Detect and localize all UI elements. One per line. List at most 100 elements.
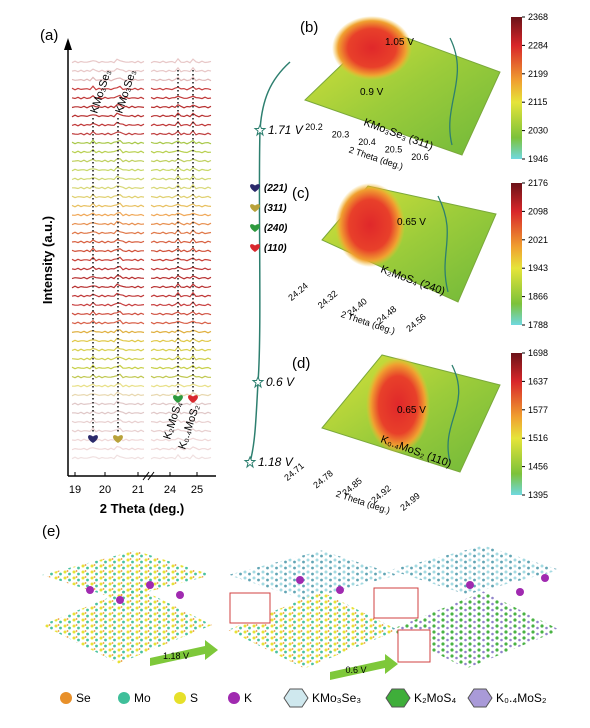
legend-label: K₂MoS₄ — [414, 691, 456, 705]
spectrum — [150, 220, 212, 226]
legend-polyhedron — [385, 688, 411, 708]
colorbar-label: 2021 — [528, 235, 548, 245]
legend-label: KMo₃Se₃ — [312, 691, 361, 705]
spectrum — [71, 67, 145, 73]
spectrum — [71, 337, 145, 343]
k-ion — [336, 586, 344, 594]
spectrum — [150, 139, 212, 145]
colorbar-label: 2199 — [528, 69, 548, 79]
panel-label: (a) — [40, 27, 58, 44]
spectrum — [71, 382, 145, 388]
colorbar-label: 2030 — [528, 126, 548, 136]
spectrum — [150, 345, 212, 352]
panel-label: (b) — [300, 19, 318, 36]
spectrum — [150, 445, 212, 451]
spectrum — [71, 158, 145, 163]
spectrum — [71, 274, 145, 280]
lattice-top — [42, 550, 212, 600]
spectrum — [71, 76, 145, 82]
voltage-note: 1.05 V — [385, 37, 414, 48]
spectrum — [71, 85, 145, 91]
legend-label: (110) — [264, 243, 287, 254]
spectrum — [150, 282, 212, 289]
x-tick-label: 25 — [191, 484, 203, 496]
spectrum — [71, 427, 145, 433]
colorbar-label: 1698 — [528, 348, 548, 358]
heart — [88, 435, 98, 443]
spectrum — [71, 445, 145, 451]
spectrum — [71, 418, 145, 424]
spectrum — [71, 283, 145, 289]
k-ion — [116, 596, 124, 604]
spectrum — [150, 66, 212, 73]
star — [251, 375, 265, 389]
spectrum — [150, 300, 212, 307]
axis-tick-label: 24.78 — [311, 468, 335, 490]
panel-e: (e) 1.18 V 0.6 V Se Mo S K KMo₃Se₃ K₂MoS₄ K₀.₄MoS… — [42, 523, 560, 708]
peak — [366, 357, 430, 453]
spectrum — [71, 329, 145, 334]
voltage-curve — [249, 61, 291, 463]
spectrum — [71, 58, 145, 64]
spectrum — [150, 453, 212, 460]
k-ion — [86, 586, 94, 594]
voltage-label: 1.71 V — [268, 123, 304, 137]
colorbar — [511, 17, 522, 159]
legend-label: Se — [76, 691, 91, 705]
lattice-bottom — [390, 591, 560, 669]
legend-atom — [228, 692, 240, 704]
spectrum — [71, 364, 145, 370]
spectrum — [150, 354, 212, 361]
spectrum — [71, 185, 145, 190]
legend-label: K — [244, 691, 252, 705]
spectrum — [150, 274, 212, 280]
spectrum — [150, 320, 212, 325]
spectrum — [71, 247, 144, 253]
spectrum — [71, 400, 145, 406]
spectrum — [71, 265, 145, 271]
spectrum — [71, 454, 145, 460]
spectrum — [150, 149, 212, 154]
spectrum — [150, 257, 212, 262]
spectrum — [71, 130, 145, 136]
axis-tick-label: 24.99 — [398, 491, 422, 513]
spectrum — [71, 211, 145, 217]
spectrum — [71, 104, 145, 109]
axis-tick-label: 20.3 — [332, 130, 350, 140]
spectrum — [150, 228, 212, 235]
spectrum — [150, 437, 212, 442]
contour — [447, 364, 460, 463]
colorbar-label: 1456 — [528, 462, 548, 472]
voltage-label: 0.6 V — [266, 375, 295, 389]
spectrum — [150, 76, 212, 82]
legend-label: (311) — [264, 203, 287, 214]
spectrum — [71, 112, 145, 118]
colorbar-label: 2098 — [528, 206, 548, 216]
legend-polyhedron — [467, 688, 493, 708]
axis-tick-label: 20.4 — [358, 137, 376, 147]
legend-label: Mo — [134, 691, 151, 705]
colorbar-label: 1395 — [528, 490, 548, 500]
spectrum — [150, 408, 212, 415]
axis-break — [142, 471, 155, 481]
spectrum — [71, 139, 145, 145]
legend-label: S — [190, 691, 198, 705]
x-tick-label: 21 — [132, 484, 144, 496]
spectrum — [150, 383, 212, 388]
voltage-note: 0.65 V — [397, 405, 426, 416]
spectrum — [71, 310, 145, 316]
spectrum — [150, 193, 212, 199]
panel-label: (d) — [292, 355, 310, 372]
legend-atom — [60, 692, 72, 704]
spectrum — [150, 291, 212, 298]
heart — [113, 435, 123, 443]
phase-label: KMo₃Se₃ — [88, 68, 113, 115]
spectrum — [150, 203, 212, 208]
heart — [188, 395, 198, 403]
spectrum — [71, 229, 145, 235]
colorbar-label: 1946 — [528, 154, 548, 164]
spectrum — [71, 148, 145, 154]
spectrum — [150, 391, 212, 397]
axis-tick-label: 24.56 — [404, 312, 428, 334]
spectrum — [150, 103, 212, 109]
